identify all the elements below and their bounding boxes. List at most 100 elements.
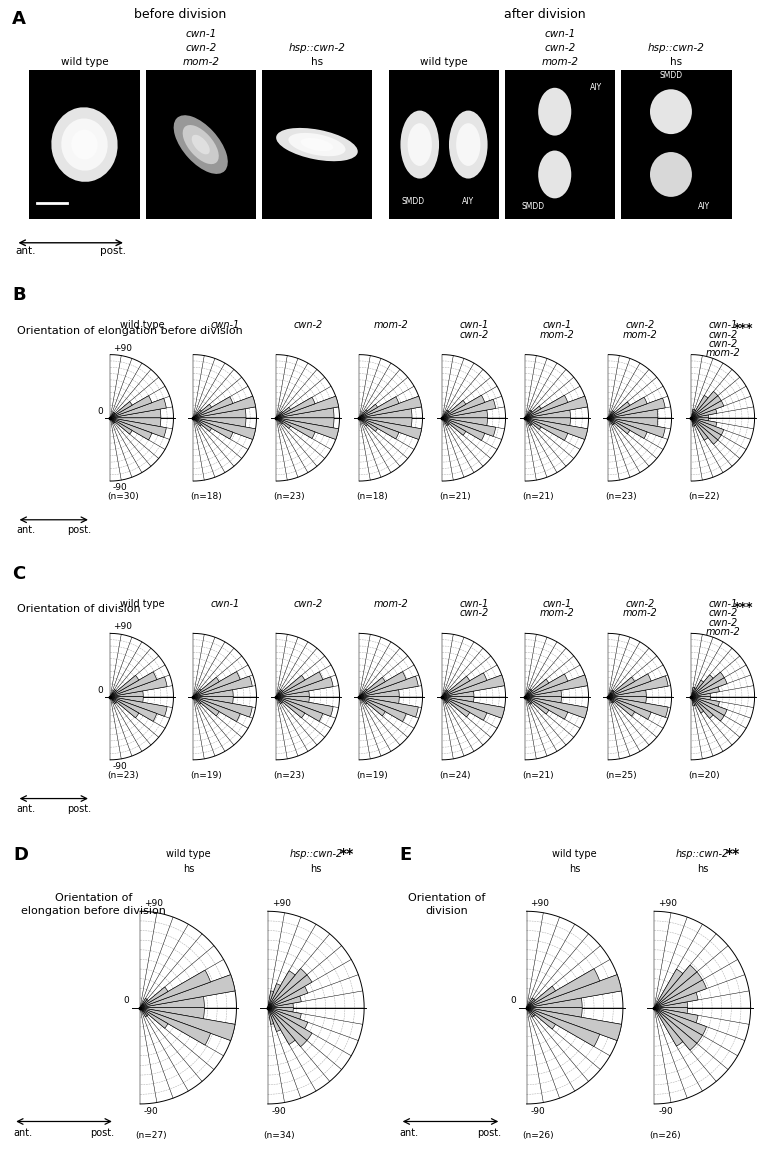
Polygon shape — [277, 691, 283, 697]
Polygon shape — [277, 697, 282, 704]
Polygon shape — [442, 410, 448, 418]
Ellipse shape — [174, 115, 228, 174]
Polygon shape — [442, 418, 496, 437]
Polygon shape — [193, 672, 241, 697]
Polygon shape — [110, 413, 115, 418]
Text: cwn-2: cwn-2 — [625, 599, 655, 610]
Polygon shape — [268, 996, 301, 1007]
Polygon shape — [193, 418, 246, 427]
Text: -90: -90 — [144, 1107, 159, 1116]
Polygon shape — [140, 997, 205, 1007]
Text: hs: hs — [182, 863, 194, 874]
Text: cwn-1: cwn-1 — [709, 599, 738, 610]
Ellipse shape — [449, 110, 488, 178]
Text: post.: post. — [100, 246, 126, 256]
Polygon shape — [525, 679, 548, 697]
Polygon shape — [692, 395, 708, 418]
Polygon shape — [359, 418, 399, 439]
Text: SMDD: SMDD — [401, 197, 424, 206]
Polygon shape — [608, 697, 614, 704]
Text: Orientation of
elongation before division: Orientation of elongation before divisio… — [21, 894, 166, 917]
Polygon shape — [654, 1001, 688, 1007]
Polygon shape — [110, 401, 133, 418]
Polygon shape — [526, 1007, 555, 1029]
Text: cwn-1: cwn-1 — [211, 599, 240, 610]
Polygon shape — [110, 418, 152, 440]
Polygon shape — [193, 677, 219, 697]
Text: post.: post. — [477, 1128, 501, 1138]
Polygon shape — [110, 677, 167, 697]
Polygon shape — [110, 697, 116, 702]
Text: -90: -90 — [113, 761, 128, 771]
Polygon shape — [608, 676, 668, 697]
Polygon shape — [525, 690, 532, 697]
Polygon shape — [608, 411, 614, 418]
Text: hsp::cwn-2: hsp::cwn-2 — [289, 43, 345, 53]
Polygon shape — [442, 697, 448, 702]
Ellipse shape — [408, 123, 432, 166]
Text: wild type: wild type — [119, 599, 164, 610]
Polygon shape — [654, 979, 706, 1007]
Polygon shape — [359, 677, 385, 697]
Polygon shape — [110, 690, 116, 697]
Polygon shape — [442, 697, 447, 704]
Text: ant.: ant. — [17, 804, 36, 814]
Polygon shape — [608, 691, 614, 697]
Polygon shape — [525, 697, 531, 705]
Text: wild type: wild type — [61, 57, 108, 67]
Text: (n=21): (n=21) — [439, 491, 471, 501]
Polygon shape — [608, 418, 630, 433]
Text: 0: 0 — [124, 996, 129, 1005]
Polygon shape — [525, 675, 568, 697]
Polygon shape — [193, 676, 252, 697]
Ellipse shape — [276, 127, 358, 161]
Polygon shape — [110, 697, 116, 704]
Polygon shape — [608, 697, 614, 702]
Polygon shape — [526, 998, 534, 1007]
Polygon shape — [277, 418, 334, 428]
Text: mom-2: mom-2 — [374, 599, 408, 610]
Polygon shape — [608, 402, 630, 418]
Text: mom-2: mom-2 — [539, 608, 574, 619]
Polygon shape — [110, 399, 166, 418]
Polygon shape — [277, 697, 309, 702]
Text: (n=18): (n=18) — [356, 491, 388, 501]
Polygon shape — [268, 975, 312, 1007]
Text: E: E — [400, 846, 412, 863]
Polygon shape — [692, 418, 724, 435]
Text: (n=27): (n=27) — [136, 1131, 167, 1140]
Polygon shape — [277, 418, 315, 438]
Text: wild type: wild type — [421, 57, 468, 67]
Text: AIY: AIY — [590, 83, 601, 93]
Polygon shape — [525, 410, 531, 418]
Polygon shape — [442, 395, 485, 418]
Ellipse shape — [192, 134, 210, 154]
Text: cwn-1: cwn-1 — [185, 29, 216, 39]
Polygon shape — [140, 999, 149, 1007]
Polygon shape — [525, 418, 571, 425]
Polygon shape — [654, 992, 698, 1007]
Polygon shape — [277, 676, 305, 697]
Polygon shape — [526, 1007, 535, 1016]
Polygon shape — [140, 1007, 149, 1015]
Text: D: D — [13, 846, 28, 863]
Text: AIY: AIY — [698, 202, 710, 211]
Polygon shape — [359, 697, 418, 717]
Polygon shape — [277, 411, 283, 418]
Polygon shape — [359, 418, 368, 425]
Polygon shape — [654, 1007, 706, 1035]
Text: -90: -90 — [658, 1107, 673, 1116]
Polygon shape — [692, 409, 717, 418]
Polygon shape — [525, 418, 541, 430]
Polygon shape — [110, 395, 152, 418]
Text: A: A — [11, 10, 25, 28]
Text: (n=18): (n=18) — [190, 491, 222, 501]
Polygon shape — [110, 413, 114, 418]
Text: ant.: ant. — [17, 525, 36, 535]
Polygon shape — [608, 418, 614, 424]
Polygon shape — [525, 418, 568, 440]
Polygon shape — [525, 396, 588, 418]
Polygon shape — [442, 697, 505, 719]
Text: +90: +90 — [530, 899, 549, 909]
Polygon shape — [526, 999, 535, 1007]
